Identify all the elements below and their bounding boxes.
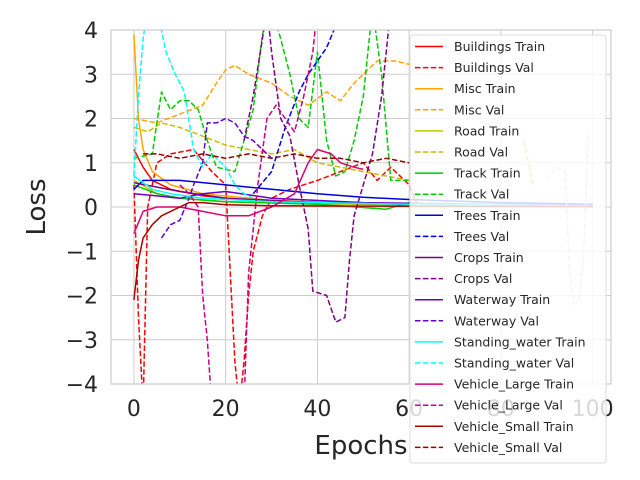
y-tick-label: 4 [84,19,98,44]
x-tick-label: 0 [127,397,141,422]
series-line-crops-val [243,30,390,323]
legend: Buildings Train Buildings Val Misc Train Mi… [409,34,607,464]
legend-label: Trees Train [453,208,521,223]
legend-label: Vehicle_Large Train [454,377,574,392]
series-line-vehicle-large-val [179,30,316,384]
legend-label: Buildings Train [454,39,545,54]
legend-label: Misc Train [454,81,516,96]
legend-label: Waterway Val [454,313,539,328]
legend-label: Track Train [453,166,521,181]
series-line-track-val [133,30,410,182]
series-line-vehicle-small-val [143,153,410,164]
y-tick-label: 3 [84,63,98,88]
legend-label: Track Val [453,187,509,202]
y-tick-label: 1 [84,152,98,177]
y-tick-label: 2 [84,108,98,133]
legend-label: Vehicle_Large Val [454,398,563,413]
series-line-vehicle-small-train [133,201,593,300]
x-axis-label: Epochs [314,431,407,461]
y-axis-label: Loss [22,178,52,235]
legend-label: Crops Train [454,250,524,265]
legend-label: Buildings Val [454,60,534,75]
legend-label: Standing_water Val [454,356,574,371]
series-line-road-val [133,122,410,182]
legend-label: Road Val [454,145,508,160]
legend-label: Vehicle_Small Train [454,419,574,434]
legend-label: Waterway Train [454,292,550,307]
legend-label: Trees Val [453,229,509,244]
series-line-vehicle-large-train [133,148,364,234]
plot-frame [110,29,612,385]
x-tick-label: 40 [303,397,331,422]
legend-label: Crops Val [454,271,512,286]
y-tick-label: 0 [84,196,98,221]
series-line-standing-water-train [133,175,593,207]
legend-label: Standing_water Train [454,334,586,349]
y-tick-label: −3 [66,329,98,354]
legend-label: Misc Val [454,102,504,117]
legend-label: Vehicle_Small Val [454,440,562,455]
legend-box [409,34,607,464]
y-tick-label: −4 [66,373,98,398]
x-tick-label: 20 [212,397,240,422]
series-line-waterway-val [160,117,273,239]
y-tick-label: −1 [66,240,98,265]
legend-label: Road Train [454,123,519,138]
y-tick-label: −2 [66,285,98,310]
